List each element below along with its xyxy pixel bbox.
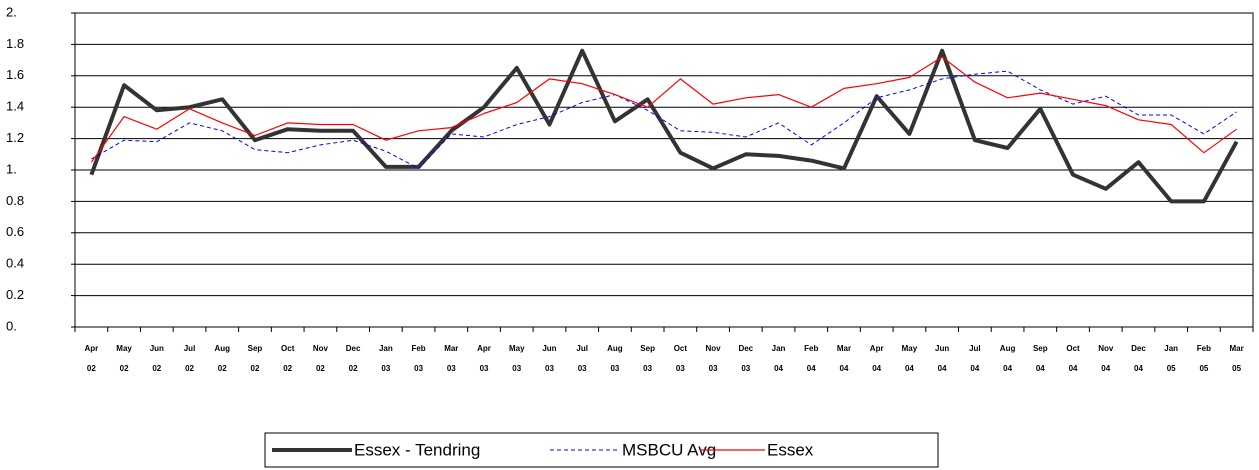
x-tick-label: 05 <box>1167 364 1176 373</box>
x-tick-label: Nov <box>1098 344 1114 353</box>
x-tick-label: 03 <box>610 364 619 373</box>
x-tick-label: 04 <box>774 364 783 373</box>
x-tick-label: Jun <box>150 344 164 353</box>
x-tick-label: 02 <box>349 364 358 373</box>
x-tick-label: Jan <box>1164 344 1178 353</box>
x-tick-label: Dec <box>1131 344 1146 353</box>
x-tick-label: 05 <box>1199 364 1208 373</box>
x-tick-label: Apr <box>477 344 491 353</box>
x-tick-label: 03 <box>578 364 587 373</box>
x-tick-label: Sep <box>248 344 263 353</box>
y-tick-label: 0. <box>6 318 17 333</box>
y-tick-label: 1.2 <box>6 130 24 145</box>
x-tick-label: 04 <box>1134 364 1143 373</box>
y-tick-label: 2. <box>6 4 17 19</box>
x-tick-label: 03 <box>447 364 456 373</box>
x-tick-label: Aug <box>214 344 230 353</box>
x-tick-label: 02 <box>218 364 227 373</box>
legend-label: MSBCU Avg <box>622 440 716 459</box>
x-tick-label: Jul <box>969 344 981 353</box>
series-line <box>91 70 1237 169</box>
y-tick-label: 1. <box>6 161 17 176</box>
x-tick-label: Oct <box>281 344 295 353</box>
x-tick-label: 03 <box>741 364 750 373</box>
x-tick-label: May <box>509 344 525 353</box>
x-tick-label: Mar <box>837 344 851 353</box>
x-tick-label: Jul <box>184 344 196 353</box>
x-tick-label: 04 <box>1069 364 1078 373</box>
y-tick-label: 0.2 <box>6 287 24 302</box>
x-tick-label: Apr <box>870 344 884 353</box>
x-tick-label: 05 <box>1232 364 1241 373</box>
x-tick-label: 02 <box>283 364 292 373</box>
series-line <box>89 48 1239 204</box>
x-tick-label: Sep <box>1033 344 1048 353</box>
x-tick-label: Mar <box>1230 344 1244 353</box>
x-tick-label: 04 <box>905 364 914 373</box>
x-tick-label: 04 <box>840 364 849 373</box>
x-tick-label: Aug <box>1000 344 1016 353</box>
x-tick-label: Feb <box>411 344 425 353</box>
x-tick-label: Sep <box>640 344 655 353</box>
x-tick-label: Oct <box>1066 344 1080 353</box>
x-tick-label: 04 <box>1101 364 1110 373</box>
y-tick-label: 0.4 <box>6 256 24 271</box>
x-tick-label: 03 <box>480 364 489 373</box>
x-tick-label: 02 <box>87 364 96 373</box>
x-tick-label: Dec <box>738 344 753 353</box>
x-tick-label: Feb <box>804 344 818 353</box>
x-tick-label: Nov <box>313 344 329 353</box>
y-tick-label: 0.6 <box>6 224 24 239</box>
x-tick-label: Jan <box>772 344 786 353</box>
x-tick-label: Mar <box>444 344 458 353</box>
x-tick-label: 02 <box>185 364 194 373</box>
x-tick-label: Dec <box>346 344 361 353</box>
x-tick-label: Aug <box>607 344 623 353</box>
x-tick-label: Nov <box>706 344 722 353</box>
x-tick-label: Jun <box>542 344 556 353</box>
x-tick-label: 03 <box>414 364 423 373</box>
x-tick-label: 02 <box>120 364 129 373</box>
y-tick-label: 1.8 <box>6 36 24 51</box>
x-tick-label: 04 <box>807 364 816 373</box>
x-tick-label: May <box>116 344 132 353</box>
x-tick-label: 03 <box>545 364 554 373</box>
y-tick-label: 1.4 <box>6 99 24 114</box>
x-tick-label: 02 <box>152 364 161 373</box>
x-tick-label: Apr <box>84 344 98 353</box>
x-tick-label: 03 <box>643 364 652 373</box>
x-tick-label: Jun <box>935 344 949 353</box>
x-tick-label: Feb <box>1197 344 1211 353</box>
y-tick-label: 0.8 <box>6 193 24 208</box>
x-tick-label: 03 <box>381 364 390 373</box>
x-tick-label: 04 <box>872 364 881 373</box>
x-tick-label: Jul <box>576 344 588 353</box>
x-tick-label: 04 <box>1003 364 1012 373</box>
legend-label: Essex <box>767 440 814 459</box>
x-tick-label: Oct <box>674 344 688 353</box>
x-tick-label: 03 <box>676 364 685 373</box>
x-tick-label: 02 <box>316 364 325 373</box>
legend-label: Essex - Tendring <box>354 440 480 459</box>
series-line <box>90 56 1237 163</box>
x-tick-label: 04 <box>970 364 979 373</box>
y-tick-label: 1.6 <box>6 67 24 82</box>
x-tick-label: 03 <box>709 364 718 373</box>
x-tick-label: 02 <box>251 364 260 373</box>
x-tick-label: May <box>902 344 918 353</box>
x-tick-label: Jan <box>379 344 393 353</box>
x-tick-label: 03 <box>512 364 521 373</box>
x-tick-label: 04 <box>938 364 947 373</box>
x-tick-label: 04 <box>1036 364 1045 373</box>
